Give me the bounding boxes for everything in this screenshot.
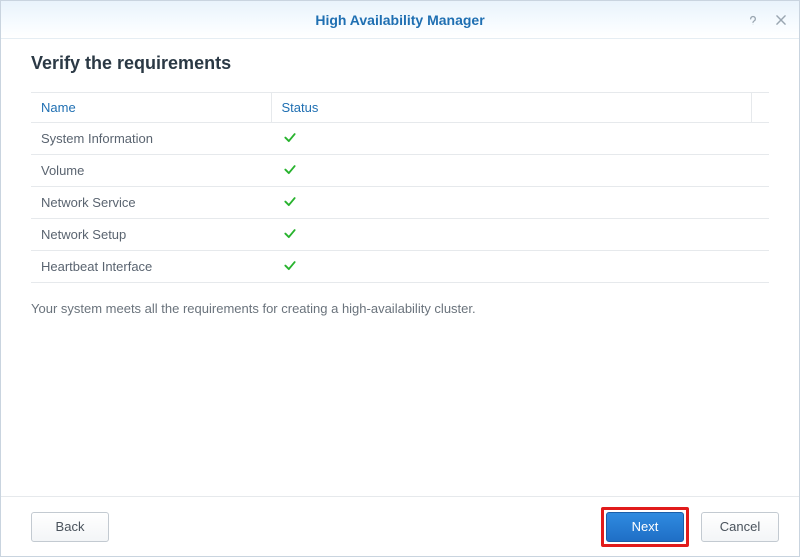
table-row: Network Setup [31, 219, 769, 251]
titlebar-controls [745, 1, 789, 38]
cancel-button[interactable]: Cancel [701, 512, 779, 542]
requirement-status [271, 155, 751, 187]
check-icon [281, 194, 299, 211]
check-icon [281, 130, 299, 147]
requirements-table: Name Status System InformationVolumeNetw… [31, 92, 769, 283]
next-button[interactable]: Next [606, 512, 684, 542]
requirement-status [271, 123, 751, 155]
page-heading: Verify the requirements [31, 53, 769, 74]
requirement-status [271, 187, 751, 219]
next-button-highlight: Next [601, 507, 689, 547]
table-row: System Information [31, 123, 769, 155]
row-spacer [751, 155, 769, 187]
close-icon[interactable] [773, 12, 789, 28]
requirement-status [271, 219, 751, 251]
column-header-name[interactable]: Name [31, 93, 271, 123]
requirement-name: Network Setup [31, 219, 271, 251]
column-header-status[interactable]: Status [271, 93, 751, 123]
row-spacer [751, 219, 769, 251]
requirement-status [271, 251, 751, 283]
back-button[interactable]: Back [31, 512, 109, 542]
table-row: Heartbeat Interface [31, 251, 769, 283]
requirement-name: Heartbeat Interface [31, 251, 271, 283]
dialog-window: High Availability Manager Verify the req… [0, 0, 800, 557]
summary-text: Your system meets all the requirements f… [31, 301, 769, 316]
requirement-name: Network Service [31, 187, 271, 219]
window-title: High Availability Manager [315, 12, 484, 28]
column-header-spacer [751, 93, 769, 123]
check-icon [281, 258, 299, 275]
row-spacer [751, 251, 769, 283]
row-spacer [751, 123, 769, 155]
table-header-row: Name Status [31, 93, 769, 123]
requirement-name: Volume [31, 155, 271, 187]
titlebar: High Availability Manager [1, 1, 799, 39]
table-row: Network Service [31, 187, 769, 219]
row-spacer [751, 187, 769, 219]
content-area: Verify the requirements Name Status Syst… [1, 39, 799, 496]
help-icon[interactable] [745, 12, 761, 28]
requirement-name: System Information [31, 123, 271, 155]
table-row: Volume [31, 155, 769, 187]
check-icon [281, 162, 299, 179]
footer: Back Next Cancel [1, 496, 799, 556]
check-icon [281, 226, 299, 243]
